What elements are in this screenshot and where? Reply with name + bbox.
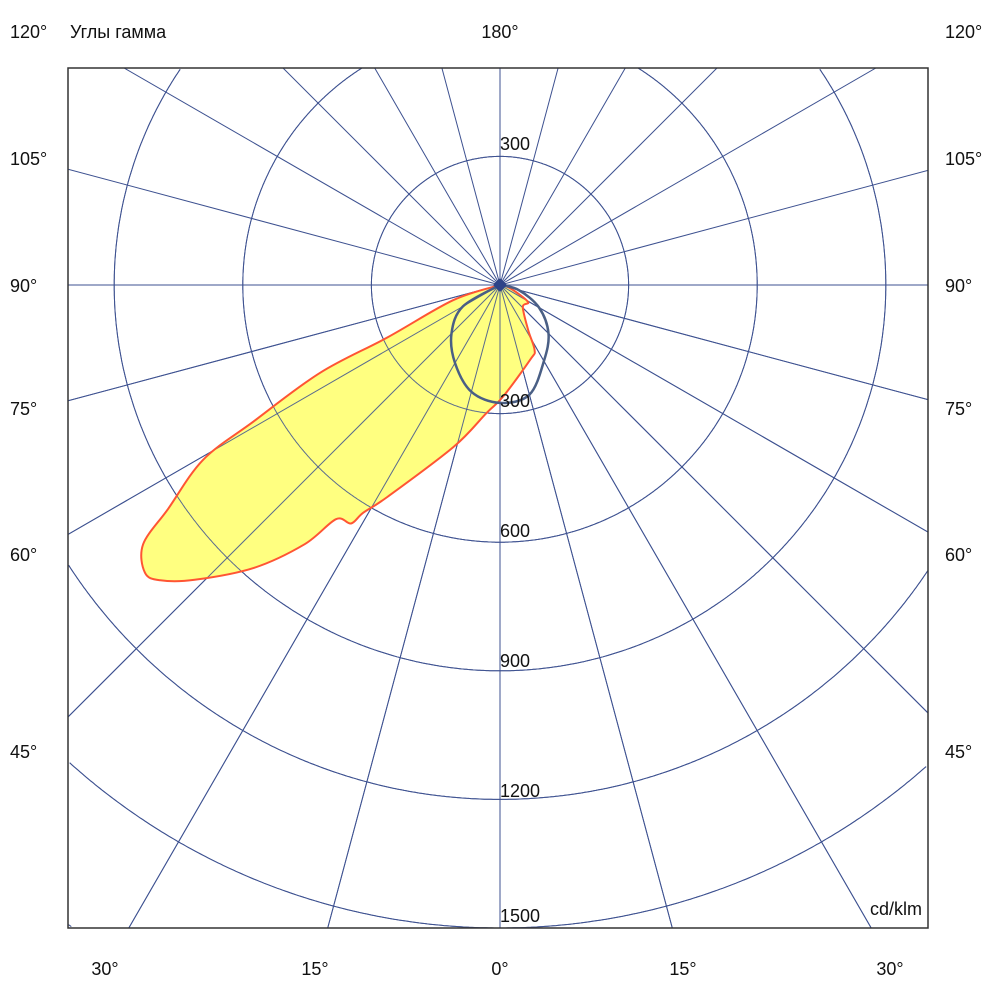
grid-ring bbox=[68, 924, 72, 928]
ring-label: 1500 bbox=[500, 906, 540, 926]
grid-spoke bbox=[499, 68, 626, 286]
right-angle-label: 120° bbox=[945, 22, 982, 42]
grid-ring-overlay bbox=[113, 69, 887, 672]
top-angle-label: 180° bbox=[481, 22, 518, 42]
grid-spoke-overlay bbox=[499, 284, 872, 928]
grid-ring bbox=[68, 564, 928, 800]
grid-ring-overlay bbox=[68, 564, 928, 800]
grid-spoke bbox=[441, 68, 501, 286]
grid-spoke bbox=[499, 169, 928, 286]
bottom-angle-label: 30° bbox=[876, 959, 903, 979]
ring-label: 1200 bbox=[500, 781, 540, 801]
grid-spoke-overlay bbox=[499, 284, 928, 401]
left-angle-label: 75° bbox=[10, 399, 37, 419]
grid-spoke bbox=[499, 68, 718, 286]
left-angle-label: 120° bbox=[10, 22, 47, 42]
left-angle-label: 60° bbox=[10, 545, 37, 565]
left-angle-label: 90° bbox=[10, 276, 37, 296]
grid-spoke-overlay bbox=[499, 284, 928, 714]
series-2-line bbox=[449, 283, 550, 405]
plot-frame bbox=[67, 67, 929, 929]
grid-ring bbox=[69, 762, 927, 928]
grid-spoke bbox=[123, 68, 501, 286]
center-marker bbox=[493, 278, 507, 292]
left-angle-label: 45° bbox=[10, 742, 37, 762]
grid-spoke-overlay bbox=[68, 284, 501, 402]
grid-spoke-overlay bbox=[499, 284, 673, 928]
grid-spoke-overlay bbox=[128, 284, 501, 928]
right-angle-label: 75° bbox=[945, 399, 972, 419]
series-1-line bbox=[140, 283, 536, 583]
right-angle-label: 90° bbox=[945, 276, 972, 296]
grid-ring-overlay bbox=[370, 155, 630, 415]
bottom-angle-label: 30° bbox=[91, 959, 118, 979]
right-angle-label: 105° bbox=[945, 149, 982, 169]
grid-spoke bbox=[374, 68, 501, 286]
ring-label: 300 bbox=[500, 134, 530, 154]
chart-title: Углы гамма bbox=[70, 22, 167, 42]
ring-label: 300 bbox=[500, 391, 530, 411]
grid-spoke bbox=[68, 168, 501, 286]
bottom-angle-label: 15° bbox=[669, 959, 696, 979]
ring-label: 600 bbox=[500, 521, 530, 541]
grid-ring-overlay bbox=[242, 68, 758, 543]
right-angle-label: 45° bbox=[945, 742, 972, 762]
left-angle-label: 105° bbox=[10, 149, 47, 169]
grid-spoke bbox=[499, 68, 559, 286]
grid-spoke-overlay bbox=[68, 284, 501, 535]
series-1-fill bbox=[141, 285, 535, 582]
unit-label: cd/klm bbox=[870, 899, 922, 919]
series-group bbox=[68, 68, 928, 928]
grid-spoke bbox=[282, 68, 501, 286]
grid-spoke-overlay bbox=[68, 284, 501, 718]
ring-label: 900 bbox=[500, 651, 530, 671]
bottom-angle-label: 0° bbox=[491, 959, 508, 979]
grid-ring-overlay bbox=[69, 762, 927, 928]
grid-spoke bbox=[499, 68, 877, 286]
bottom-angle-label: 15° bbox=[301, 959, 328, 979]
right-angle-label: 60° bbox=[945, 545, 972, 565]
grid-spoke-overlay bbox=[499, 284, 928, 533]
